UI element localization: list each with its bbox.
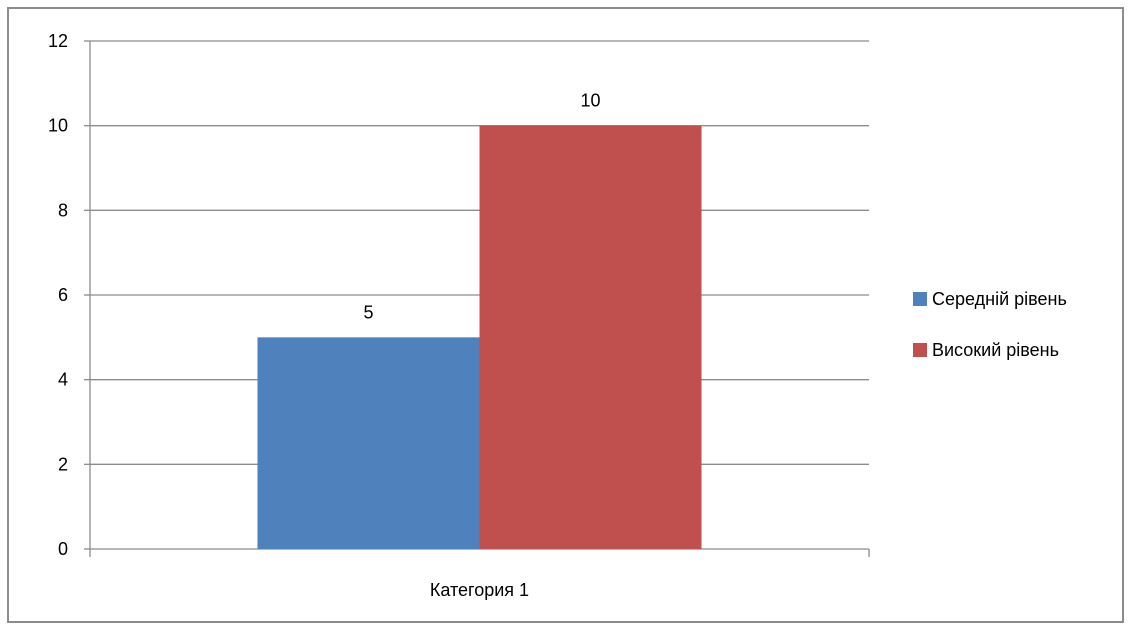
y-tick-label: 0: [58, 539, 68, 559]
data-label: 10: [580, 91, 600, 111]
y-tick-label: 10: [48, 116, 68, 136]
y-tick-label: 2: [58, 454, 68, 474]
x-category-label: Категория 1: [430, 580, 529, 600]
data-label: 5: [363, 302, 373, 322]
y-tick-label: 4: [58, 370, 68, 390]
legend-swatch: [913, 292, 927, 306]
bars: [257, 126, 701, 549]
y-tick-label: 12: [48, 31, 68, 51]
legend: Середній рівень Високий рівень: [913, 289, 1067, 360]
legend-label: Середній рівень: [932, 289, 1067, 309]
y-tick-label: 6: [58, 285, 68, 305]
y-tick-label: 8: [58, 200, 68, 220]
legend-swatch: [913, 343, 927, 357]
legend-label: Високий рівень: [932, 340, 1059, 360]
bar-series-1: [257, 337, 479, 549]
bar-series-2: [480, 126, 702, 549]
